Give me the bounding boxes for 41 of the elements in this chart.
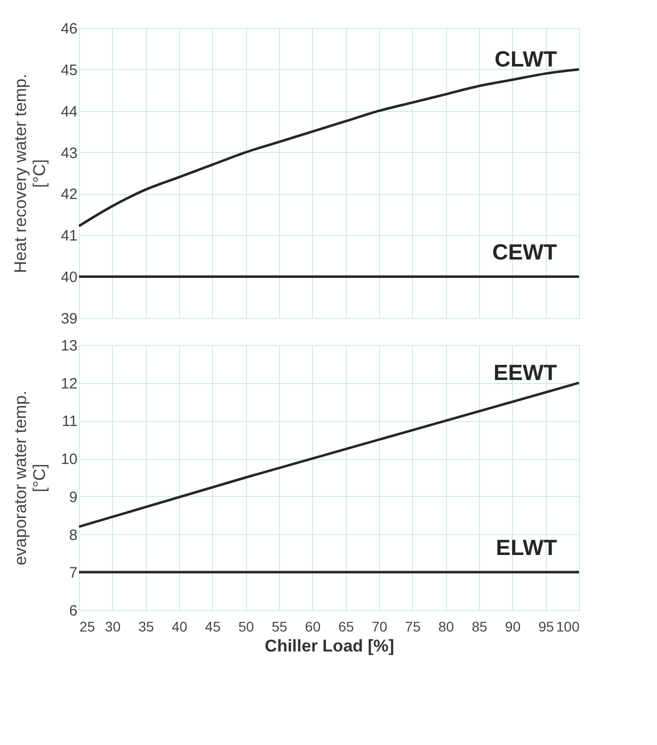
y-tick-label: 45 — [60, 62, 78, 79]
y-tick-label: 39 — [60, 310, 78, 328]
x-tick-label: 90 — [505, 618, 521, 634]
y-tick-label: 44 — [60, 103, 78, 120]
x-tick-label: 55 — [272, 618, 288, 634]
y-tick-label: 40 — [60, 269, 78, 286]
x-axis-title: Chiller Load [%] — [264, 636, 394, 656]
series-label: CLWT — [494, 46, 558, 72]
x-tick-label: 85 — [472, 618, 488, 634]
x-tick-label: 45 — [205, 618, 221, 634]
y-axis-title: evaporator water temp. [°C] — [10, 390, 49, 566]
x-tick-label: 65 — [338, 618, 354, 634]
y-tick-label: 46 — [60, 20, 78, 38]
x-tick-label: 70 — [372, 618, 388, 634]
x-tick-label: 40 — [172, 618, 188, 634]
x-tick-label: 100 — [556, 618, 580, 634]
x-tick-label: 75 — [405, 618, 421, 634]
series-label: CEWT — [492, 240, 558, 265]
x-tick-label: 60 — [305, 618, 321, 634]
x-tick-label: 25 — [80, 618, 96, 634]
y-axis-title: Heat recovery water temp. [°C] — [10, 74, 49, 274]
x-tick-label: 95 — [538, 618, 554, 634]
y-tick-label: 8 — [69, 526, 78, 544]
y-tick-label: 43 — [60, 144, 78, 162]
series-label: ELWT — [496, 535, 558, 560]
x-tick-label: 35 — [138, 618, 154, 634]
y-tick-label: 7 — [69, 564, 78, 582]
y-tick-label: 13 — [60, 338, 78, 354]
y-tick-label: 9 — [69, 488, 78, 506]
y-tick-label: 10 — [60, 451, 78, 468]
x-tick-label: 80 — [438, 618, 454, 634]
y-tick-label: 41 — [60, 228, 78, 245]
y-tick-label: 11 — [62, 413, 78, 430]
series-label: EEWT — [493, 360, 558, 385]
x-tick-label: 50 — [238, 618, 254, 634]
y-tick-label: 12 — [60, 375, 78, 392]
y-tick-label: 6 — [69, 602, 78, 620]
line-series — [78, 382, 580, 528]
line-series — [78, 68, 580, 228]
x-tick-label: 30 — [105, 618, 121, 634]
y-tick-label: 42 — [60, 186, 78, 204]
